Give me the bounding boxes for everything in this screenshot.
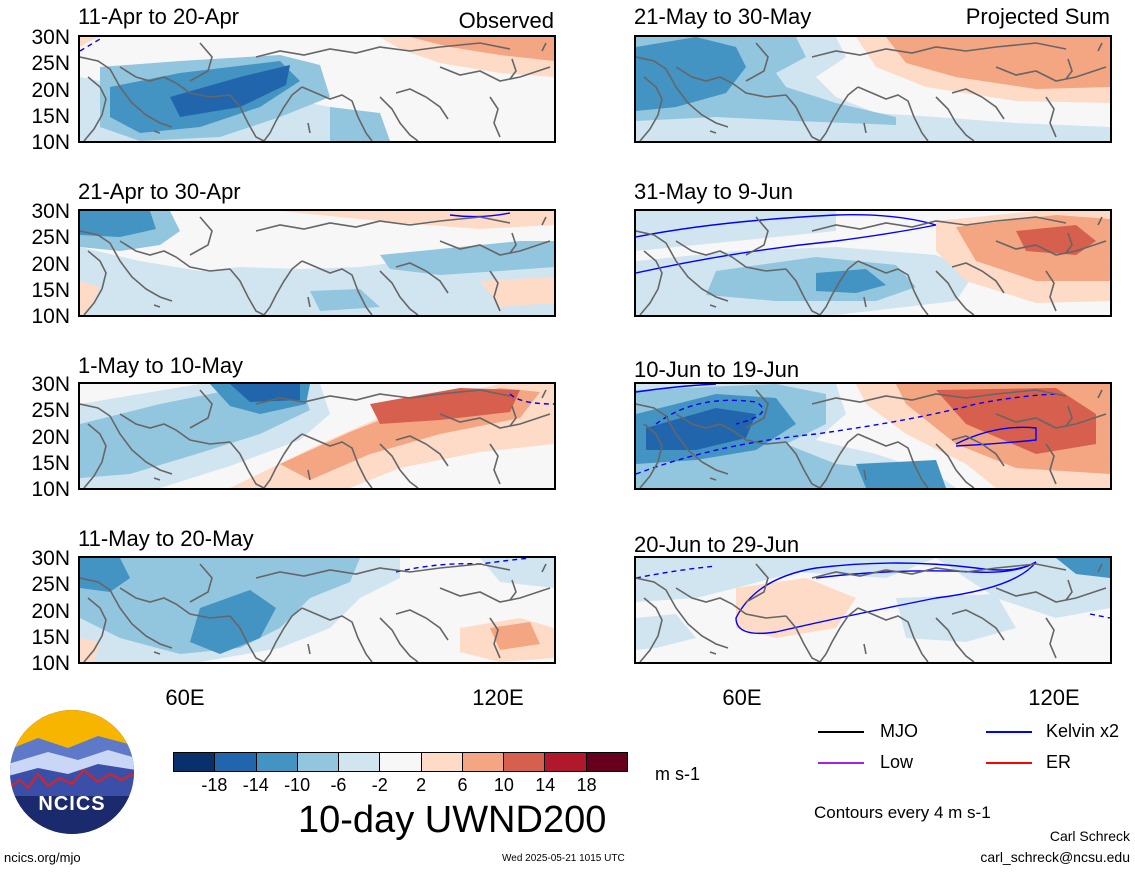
- colorbar-swatch: [255, 753, 297, 771]
- colorbar-tick-label: -10: [284, 775, 311, 795]
- y-tick-30n: 30N: [31, 200, 70, 223]
- x-tick-60e-left: 60E: [165, 685, 205, 710]
- colorbar-swatch: [174, 753, 215, 771]
- colorbar-swatch: [503, 753, 545, 771]
- y-tick-10n: 10N: [31, 305, 70, 328]
- contour-note: Contours every 4 m s-1: [814, 803, 991, 822]
- map-panel-right-4: [634, 556, 1112, 664]
- author-name: Carl Schreck: [1049, 828, 1130, 844]
- legend-line-low: [818, 762, 864, 764]
- colorbar-tick-label: -14: [242, 775, 269, 795]
- panel-title-right-1: 21-May to 30-May: [634, 4, 812, 29]
- colorbar-tick-label: -6: [330, 775, 347, 795]
- map-field: [636, 558, 1110, 662]
- y-tick-10n: 10N: [31, 652, 70, 675]
- legend-label-mjo: MJO: [880, 721, 918, 741]
- x-tick-60e-right: 60E: [722, 685, 762, 710]
- map-field: [80, 211, 554, 315]
- y-tick-25n: 25N: [31, 226, 70, 249]
- y-tick-15n: 15N: [31, 105, 70, 128]
- site-url: ncics.org/mjo: [4, 850, 81, 865]
- y-tick-25n: 25N: [31, 399, 70, 422]
- author-email: carl_schreck@ncsu.edu: [980, 849, 1130, 865]
- figure-title: 10-day UWND200: [298, 799, 607, 841]
- map-panel-left-4: [78, 556, 556, 664]
- units-label: m s-1: [655, 764, 700, 784]
- colorbar-swatch: [214, 753, 256, 771]
- y-tick-25n: 25N: [31, 52, 70, 75]
- colorbar-swatch: [544, 753, 586, 771]
- legend-label-low: Low: [880, 752, 914, 772]
- y-tick-20n: 20N: [31, 426, 70, 449]
- panel-title-left-3: 1-May to 10-May: [78, 353, 244, 378]
- panel-title-left-1: 11-Apr to 20-Apr: [78, 4, 240, 29]
- legend-label-er: ER: [1046, 752, 1072, 772]
- legend-line-er: [986, 762, 1032, 764]
- colorbar-swatch: [585, 753, 627, 771]
- colorbar-swatch: [420, 753, 462, 771]
- y-tick-15n: 15N: [31, 279, 70, 302]
- x-tick-120e-left: 120E: [472, 685, 524, 710]
- y-tick-30n: 30N: [31, 26, 70, 49]
- y-tick-30n: 30N: [31, 373, 70, 396]
- panel-title-right-2: 31-May to 9-Jun: [634, 179, 793, 204]
- map-panel-right-2: [634, 209, 1112, 317]
- map-panel-right-3: [634, 382, 1112, 490]
- map-field: [80, 558, 554, 662]
- logo-text: NCICS: [38, 793, 106, 815]
- y-tick-20n: 20N: [31, 600, 70, 623]
- legend-label-kelvin: Kelvin x2: [1046, 721, 1120, 741]
- map-panel-left-3: [78, 382, 556, 490]
- y-tick-30n: 30N: [31, 547, 70, 570]
- legend-line-kelvin: [986, 731, 1032, 733]
- map-panel-left-2: [78, 209, 556, 317]
- colorbar-tick-label: -2: [371, 775, 388, 795]
- observed-label: Observed: [458, 8, 554, 33]
- colorbar-tick-label: 14: [535, 775, 556, 795]
- panel-title-right-4: 20-Jun to 29-Jun: [634, 532, 800, 557]
- legend-line-mjo: [818, 731, 864, 733]
- colorbar: [173, 752, 628, 772]
- y-tick-15n: 15N: [31, 452, 70, 475]
- colorbar-tick-label: 6: [457, 775, 468, 795]
- colorbar-swatch: [379, 753, 421, 771]
- colorbar-tick-label: 18: [576, 775, 597, 795]
- panel-title-left-4: 11-May to 20-May: [78, 526, 254, 551]
- colorbar-tick-label: -18: [201, 775, 228, 795]
- y-tick-20n: 20N: [31, 253, 70, 276]
- colorbar-swatch: [296, 753, 339, 771]
- colorbar-tick-label: 10: [493, 775, 514, 795]
- y-tick-10n: 10N: [31, 478, 70, 501]
- colorbar-swatch: [338, 753, 380, 771]
- map-field: [636, 37, 1110, 141]
- y-tick-10n: 10N: [31, 131, 70, 154]
- panel-title-left-2: 21-Apr to 30-Apr: [78, 179, 241, 204]
- y-tick-20n: 20N: [31, 79, 70, 102]
- panel-title-right-3: 10-Jun to 19-Jun: [634, 357, 800, 382]
- map-field: [636, 384, 1110, 488]
- map-field: [80, 384, 554, 488]
- projected-sum-label: Projected Sum: [965, 4, 1110, 29]
- logo-mountains-icon: [10, 710, 134, 834]
- map-panel-right-1: [634, 35, 1112, 143]
- map-field: [636, 211, 1110, 315]
- colorbar-swatch: [461, 753, 504, 771]
- colorbar-tick-label: 2: [416, 775, 427, 795]
- y-tick-15n: 15N: [31, 626, 70, 649]
- timestamp: Wed 2025-05-21 1015 UTC: [502, 853, 625, 864]
- y-tick-25n: 25N: [31, 573, 70, 596]
- ncics-logo: NCICS: [8, 708, 136, 836]
- map-panel-left-1: [78, 35, 556, 143]
- map-field: [80, 37, 554, 141]
- x-tick-120e-right: 120E: [1028, 685, 1080, 710]
